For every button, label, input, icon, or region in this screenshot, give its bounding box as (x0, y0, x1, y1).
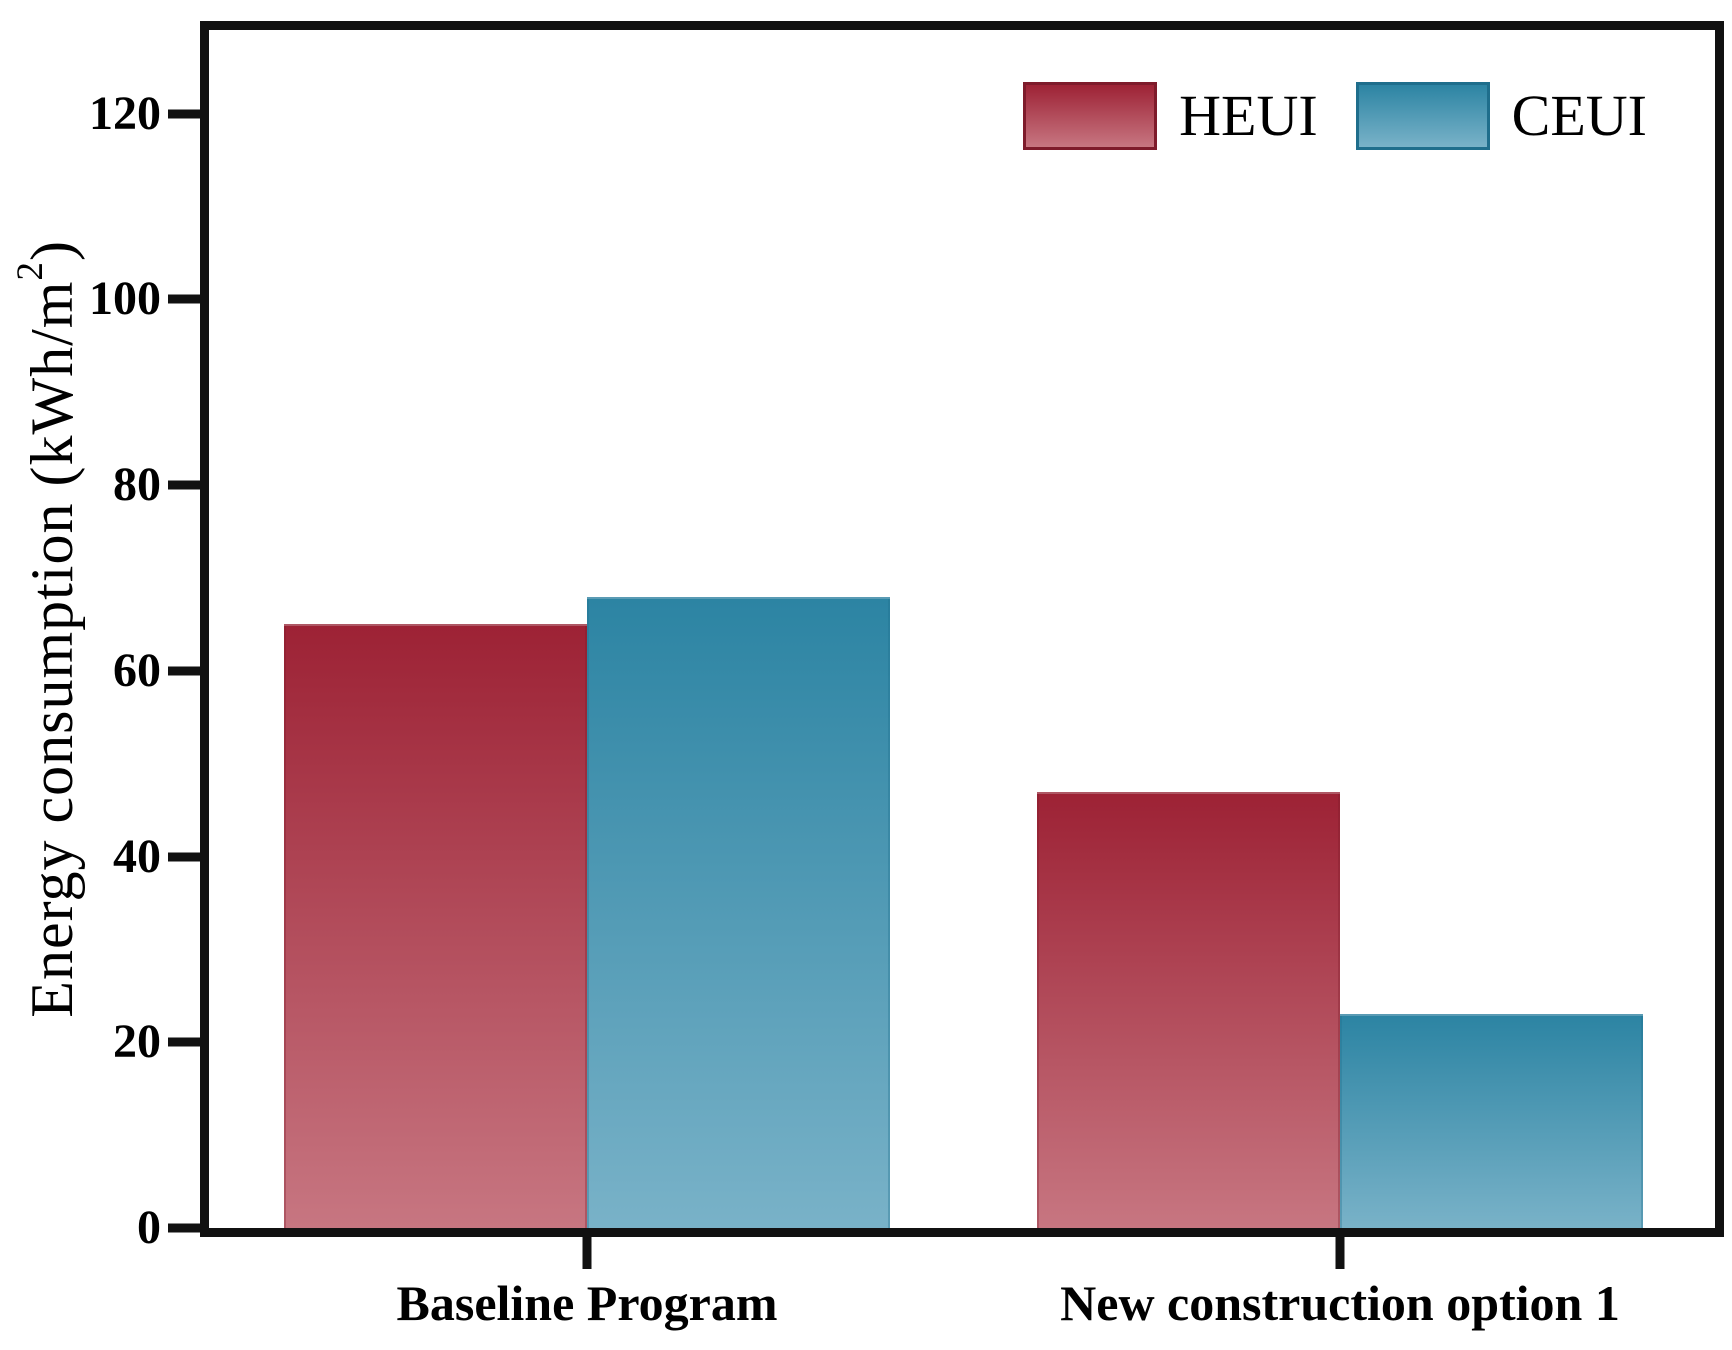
y-tick-80 (168, 480, 200, 490)
legend-swatch-ceui (1355, 82, 1490, 150)
legend-swatch-heui (1023, 82, 1158, 150)
bar-ceui-category-1 (587, 596, 890, 1228)
y-tick-60 (168, 666, 200, 676)
legend-label-ceui: CEUI (1511, 83, 1647, 148)
bar-heui-category-1 (284, 624, 587, 1228)
legend: HEUI CEUI (1023, 82, 1647, 150)
y-tick-100 (168, 294, 200, 304)
legend-label-heui: HEUI (1179, 83, 1318, 148)
x-category-label-1: Baseline Program (396, 1275, 778, 1331)
y-tick-40 (168, 852, 200, 862)
y-axis-label-prefix: Energy consumption (kWh/m (19, 280, 85, 1018)
y-axis-label-superscript: 2 (10, 261, 51, 281)
y-tick-20 (168, 1037, 200, 1047)
legend-item-ceui: CEUI (1355, 82, 1647, 150)
plot-area: HEUI CEUI 0 20 40 60 80 100 120 Baseline Progra… (89, 21, 1724, 1331)
y-tick-0 (168, 1223, 200, 1233)
y-tick-120 (168, 109, 200, 119)
y-axis-label-suffix: ) (19, 240, 85, 262)
bar-ceui-category-2 (1340, 1014, 1643, 1228)
x-tick-category-2 (1335, 1237, 1345, 1269)
bar-heui-category-2 (1037, 791, 1340, 1228)
y-axis-label-text: Energy consumption (kWh/m2) (9, 240, 87, 1018)
y-axis-label: Energy consumption (kWh/m2) (6, 21, 90, 1237)
x-tick-category-1 (582, 1237, 592, 1269)
legend-item-heui: HEUI (1023, 82, 1318, 150)
x-category-label-2: New construction option 1 (1060, 1275, 1620, 1331)
